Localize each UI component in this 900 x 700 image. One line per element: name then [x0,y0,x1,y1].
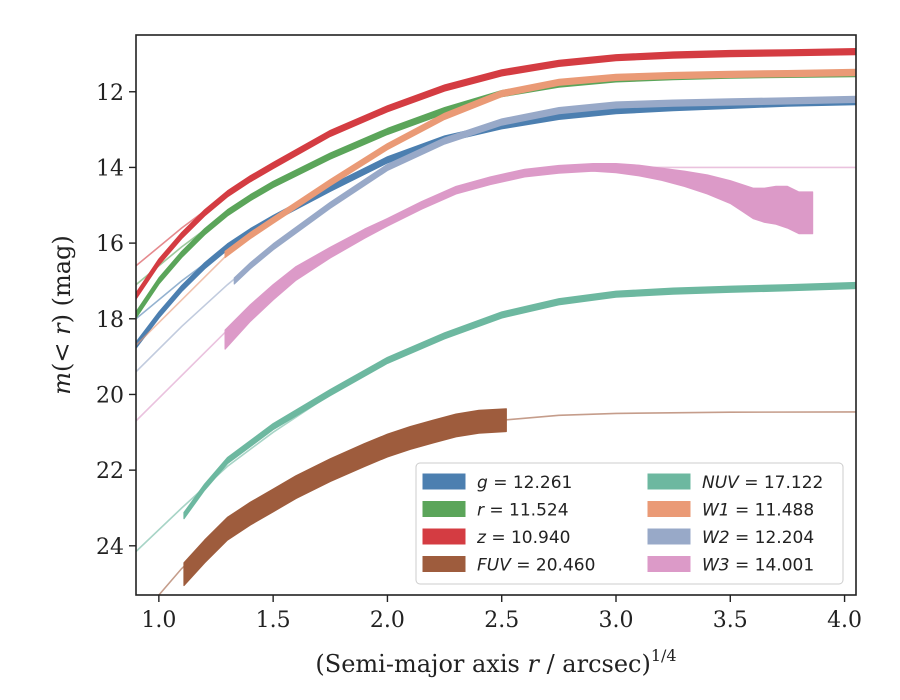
legend-label: W1 = 11.488 [702,501,814,521]
legend-item-w2: W2 = 12.204 [647,528,814,548]
legend-item-nuv: NUV = 17.122 [647,473,823,493]
legend-item-w3: W3 = 14.001 [647,556,814,576]
x-tick-label: 2.0 [370,608,405,633]
legend-label: W3 = 14.001 [702,556,814,576]
legend-swatch [422,473,466,490]
legend: g = 12.261 r = 11.524 z = 10.940 FUV = 20.4… [415,462,844,585]
series-w1 [136,68,856,346]
series-nuv [136,281,856,553]
uncertainty-band [183,281,856,520]
y-tick-label: 16 [96,232,124,257]
uncertainty-band [224,163,814,350]
uncertainty-band [224,68,856,259]
legend-swatch [647,556,691,572]
legend-swatch [647,501,691,517]
y-axis-ticks: 12 14 16 18 20 22 24 [96,81,136,560]
series-w2 [136,95,856,373]
x-tick-label: 4.0 [827,608,862,633]
y-tick-label: 18 [96,308,124,333]
legend-swatch [422,528,466,545]
x-tick-label: 3.0 [599,608,634,633]
legend-box [415,462,844,585]
legend-label: W2 = 12.204 [702,528,814,548]
series-fuv [158,408,856,595]
x-axis-ticks: 1.0 1.5 2.0 2.5 3.0 3.5 4.0 [141,595,862,633]
legend-label: r = 11.524 [477,501,569,521]
legend-item-w1: W1 = 11.488 [647,501,814,521]
legend-swatch [422,501,466,517]
y-tick-label: 24 [96,535,124,560]
series-z [136,48,856,300]
x-axis-label: (Semi-major axis r / arcsec)1/4 [315,646,676,678]
y-tick-label: 22 [96,459,124,484]
uncertainty-band [136,48,856,300]
uncertainty-band [136,70,856,319]
legend-item-fuv: FUV = 20.460 [422,556,595,576]
plot-frame [135,34,857,596]
legend-label: z = 10.940 [476,528,570,548]
x-tick-label: 1.5 [256,608,291,633]
y-axis-label: m(< r) (mag) [48,235,76,395]
legend-swatch [647,528,691,545]
y-tick-label: 14 [96,156,124,181]
y-tick-label: 12 [96,81,124,106]
x-tick-label: 3.5 [713,608,748,633]
legend-label: FUV = 20.460 [477,556,595,576]
legend-item-r: r = 11.524 [422,501,569,521]
uncertainty-band [183,408,507,587]
x-tick-label: 1.0 [141,608,176,633]
x-tick-label: 2.5 [484,608,519,633]
legend-label: g = 12.261 [477,473,572,493]
legend-label: NUV = 17.122 [702,473,823,493]
legend-swatch [422,556,466,572]
legend-item-z: z = 10.940 [422,528,570,548]
series-w3 [136,163,856,422]
legend-item-g: g = 12.261 [422,473,572,493]
uncertainty-band [233,95,856,285]
legend-swatch [647,473,691,490]
y-tick-label: 20 [96,383,124,408]
series-layer [136,48,856,595]
